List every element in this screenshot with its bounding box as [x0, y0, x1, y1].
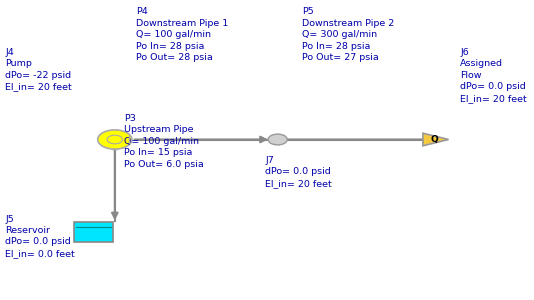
Text: J6
Assigned
Flow
dPo= 0.0 psid
El_in= 20 feet: J6 Assigned Flow dPo= 0.0 psid El_in= 20…	[460, 48, 527, 103]
Text: P5
Downstream Pipe 2
Q= 300 gal/min
Po In= 28 psia
Po Out= 27 psia: P5 Downstream Pipe 2 Q= 300 gal/min Po I…	[302, 8, 394, 62]
Text: P4
Downstream Pipe 1
Q= 100 gal/min
Po In= 28 psia
Po Out= 28 psia: P4 Downstream Pipe 1 Q= 100 gal/min Po I…	[136, 8, 229, 62]
Bar	[74, 222, 113, 242]
Text: P3
Upstream Pipe
Q= 100 gal/min
Po In= 15 psia
Po Out= 6.0 psia: P3 Upstream Pipe Q= 100 gal/min Po In= 1…	[124, 114, 203, 169]
Circle shape	[98, 130, 132, 149]
Circle shape	[268, 134, 287, 145]
Text: J4
Pump
dPo= -22 psid
El_in= 20 feet: J4 Pump dPo= -22 psid El_in= 20 feet	[5, 48, 72, 91]
Text: Q: Q	[430, 135, 438, 144]
Polygon shape	[423, 133, 449, 146]
Text: J5
Reservoir
dPo= 0.0 psid
El_in= 0.0 feet: J5 Reservoir dPo= 0.0 psid El_in= 0.0 fe…	[5, 214, 75, 258]
Text: J7
dPo= 0.0 psid
El_in= 20 feet: J7 dPo= 0.0 psid El_in= 20 feet	[265, 156, 332, 188]
